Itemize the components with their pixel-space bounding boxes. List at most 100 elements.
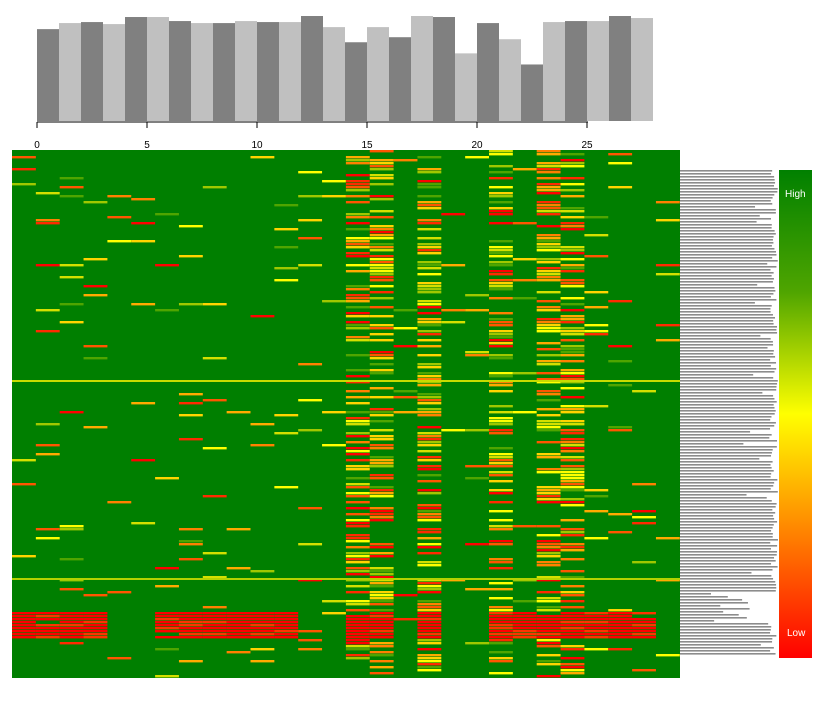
- heatmap-cell: [298, 399, 323, 402]
- heatmap-cell: [59, 321, 84, 324]
- heatmap-cell: [369, 546, 394, 549]
- heatmap-cell: [155, 675, 179, 678]
- heatmap-cell: [655, 201, 680, 204]
- heatmap-cell: [536, 378, 561, 381]
- heatmap-cell: [12, 380, 680, 382]
- heatmap-cell: [489, 381, 513, 384]
- heatmap-cell: [35, 264, 60, 267]
- heatmap-cell: [417, 321, 442, 324]
- heatmap-cell: [489, 318, 513, 321]
- heatmap-cell: [369, 582, 394, 585]
- heatmap-cell: [489, 582, 513, 585]
- row-bar: [680, 539, 778, 541]
- row-bar: [680, 278, 774, 280]
- column-bar: [169, 21, 191, 121]
- heatmap-cell: [512, 579, 537, 582]
- row-bar: [680, 227, 772, 229]
- heatmap-cell: [536, 633, 561, 636]
- heatmap-cell: [59, 177, 84, 180]
- heatmap-cell: [536, 171, 561, 174]
- heatmap-cell: [536, 210, 561, 213]
- heatmap-cell: [345, 228, 370, 231]
- heatmap-cell: [536, 663, 561, 666]
- heatmap-cell: [131, 402, 156, 405]
- heatmap-cell: [345, 213, 370, 216]
- heatmap-cell: [417, 528, 442, 531]
- row-bar: [680, 314, 773, 316]
- heatmap-cell: [417, 171, 442, 174]
- heatmap-cell: [560, 381, 585, 384]
- row-bar: [680, 530, 772, 532]
- heatmap-cell: [489, 561, 513, 564]
- row-bar: [680, 245, 772, 247]
- heatmap-cell: [345, 546, 370, 549]
- heatmap-cell: [655, 324, 680, 327]
- heatmap-cell: [345, 420, 370, 423]
- heatmap-cell: [369, 576, 394, 579]
- heatmap-cell: [369, 543, 394, 546]
- heatmap-cell: [298, 219, 323, 222]
- heatmap-cell: [489, 249, 513, 252]
- heatmap-cell: [369, 642, 394, 645]
- row-bar: [680, 575, 772, 577]
- heatmap-cell: [345, 423, 370, 426]
- heatmap-cell: [560, 438, 585, 441]
- heatmap-cell: [489, 210, 513, 213]
- heatmap-cell: [536, 342, 561, 345]
- heatmap-cell: [560, 447, 585, 450]
- heatmap-cell: [417, 513, 442, 516]
- heatmap-cell: [417, 561, 442, 564]
- heatmap-cell: [417, 318, 442, 321]
- row-bar: [680, 347, 768, 349]
- heatmap-cell: [250, 444, 275, 447]
- heatmap-cell: [465, 429, 489, 432]
- heatmap-cell: [83, 201, 108, 204]
- row-bar: [680, 593, 711, 595]
- heatmap-cell: [489, 240, 513, 243]
- heatmap-cell: [441, 321, 466, 324]
- heatmap-cell: [560, 348, 585, 351]
- heatmap-cell: [345, 390, 370, 393]
- heatmap-cell: [560, 378, 585, 381]
- heatmap-cell: [441, 264, 466, 267]
- heatmap-cell: [12, 578, 680, 580]
- heatmap-cell: [345, 495, 370, 498]
- heatmap-cell: [465, 309, 489, 312]
- row-bar: [680, 605, 721, 607]
- row-bar: [680, 581, 776, 583]
- heatmap-cell: [417, 261, 442, 264]
- heatmap-cell: [536, 276, 561, 279]
- heatmap-cell: [155, 213, 179, 216]
- heatmap-cell: [417, 345, 442, 348]
- heatmap-cell: [369, 597, 394, 600]
- row-bar: [680, 290, 776, 292]
- heatmap-cell: [536, 540, 561, 543]
- row-bar: [680, 638, 773, 640]
- heatmap-cell: [584, 330, 609, 333]
- heatmap-cell: [536, 153, 561, 156]
- heatmap-cell: [560, 534, 585, 537]
- heatmap-cell: [417, 264, 442, 267]
- heatmap-cell: [560, 504, 585, 507]
- heatmap-cell: [489, 201, 513, 204]
- heatmap-cell: [369, 327, 394, 330]
- heatmap-cell: [560, 594, 585, 597]
- heatmap-cell: [369, 513, 394, 516]
- heatmap-cell: [489, 153, 513, 156]
- heatmap-cell: [369, 660, 394, 663]
- heatmap-cell: [59, 525, 84, 528]
- heatmap-cell: [345, 567, 370, 570]
- heatmap-cell: [536, 390, 561, 393]
- heatmap-cell: [345, 618, 370, 621]
- heatmap-cell: [298, 543, 323, 546]
- heatmap-cell: [369, 333, 394, 336]
- heatmap-cell: [369, 225, 394, 228]
- heatmap-cell: [83, 612, 108, 615]
- heatmap-cell: [417, 201, 442, 204]
- heatmap-cell: [560, 444, 585, 447]
- heatmap-cell: [393, 396, 418, 399]
- heatmap-cell: [12, 156, 36, 159]
- legend-high-label: High: [785, 189, 806, 200]
- heatmap-cell: [298, 237, 323, 240]
- heatmap-cell: [345, 627, 370, 630]
